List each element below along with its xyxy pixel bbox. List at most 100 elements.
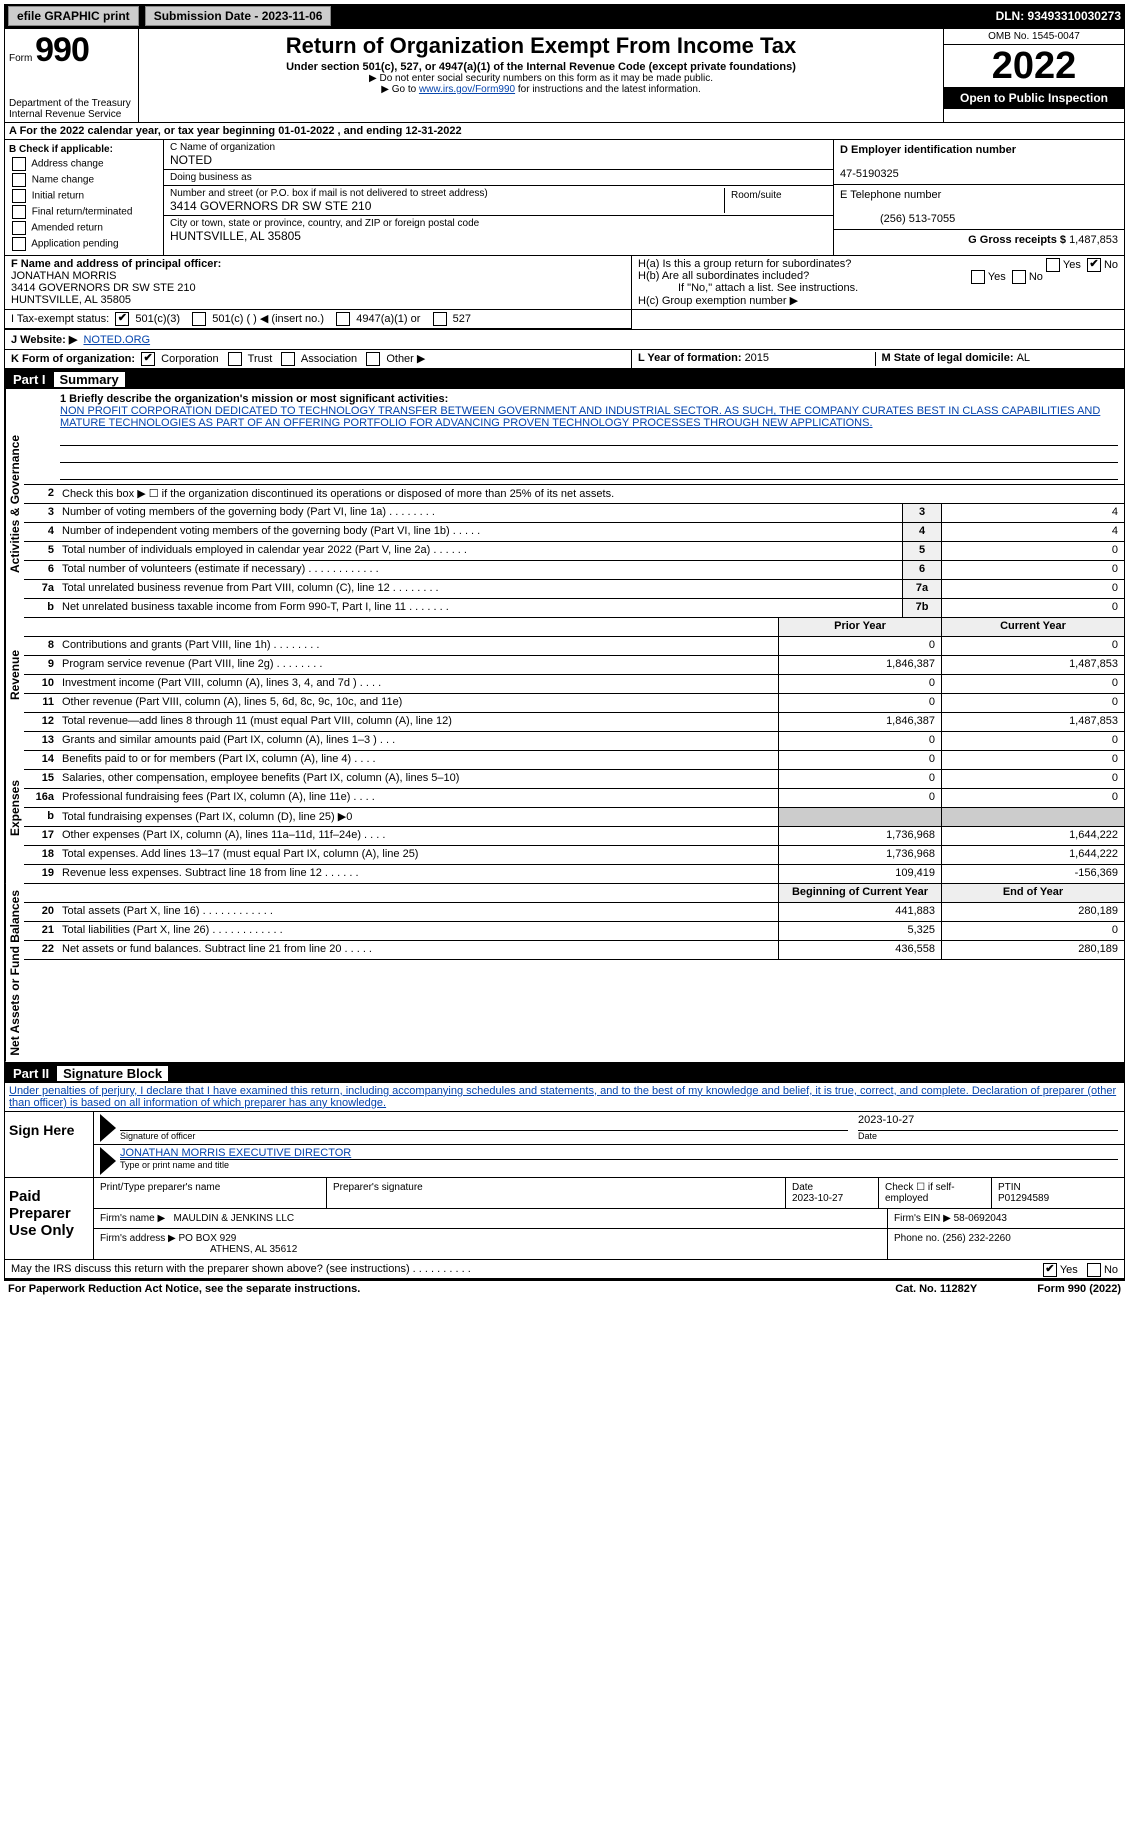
- net-year-header: Beginning of Current Year End of Year: [24, 884, 1124, 903]
- city: HUNTSVILLE, AL 35805: [170, 229, 827, 243]
- officer-name: JONATHAN MORRIS: [11, 270, 117, 282]
- cb-other[interactable]: [366, 352, 380, 366]
- city-label: City or town, state or province, country…: [170, 218, 827, 229]
- org-name: NOTED: [170, 153, 827, 167]
- col-c: C Name of organization NOTED Doing busin…: [164, 140, 833, 255]
- open-inspection: Open to Public Inspection: [944, 87, 1124, 109]
- firm-phone: (256) 232-2260: [942, 1233, 1010, 1244]
- summary-row: 21Total liabilities (Part X, line 26) . …: [24, 922, 1124, 941]
- block-bcd: B Check if applicable: Address change Na…: [5, 140, 1124, 256]
- summary-row: 19Revenue less expenses. Subtract line 1…: [24, 865, 1124, 884]
- vert-expenses: Expenses: [5, 732, 24, 884]
- preparer-row: Paid Preparer Use Only Print/Type prepar…: [5, 1178, 1124, 1260]
- room-label: Room/suite: [725, 188, 827, 213]
- hb-no[interactable]: [1012, 270, 1026, 284]
- form-number: 990: [35, 31, 89, 69]
- summary-row: 17Other expenses (Part IX, column (A), l…: [24, 827, 1124, 846]
- col-b: B Check if applicable: Address change Na…: [5, 140, 164, 255]
- firm-addr1: PO BOX 929: [179, 1233, 237, 1244]
- discuss-no[interactable]: [1087, 1263, 1101, 1277]
- revenue-section: Revenue Prior Year Current Year 8Contrib…: [5, 618, 1124, 732]
- mission-text[interactable]: NON PROFIT CORPORATION DEDICATED TO TECH…: [60, 405, 1100, 429]
- form-title: Return of Organization Exempt From Incom…: [145, 33, 937, 59]
- part1-header: Part ISummary: [5, 370, 1124, 389]
- website[interactable]: NOTED.ORG: [83, 334, 150, 346]
- cb-name-change[interactable]: Name change: [9, 173, 159, 187]
- ptin: P01294589: [998, 1193, 1118, 1204]
- vert-governance: Activities & Governance: [5, 389, 24, 618]
- dept-label: Department of the Treasury Internal Reve…: [9, 98, 134, 120]
- part2-header: Part IISignature Block: [5, 1064, 1124, 1083]
- cb-501c[interactable]: [192, 312, 206, 326]
- year-block: OMB No. 1545-0047 2022 Open to Public In…: [943, 29, 1124, 122]
- i-label: I Tax-exempt status:: [11, 313, 109, 325]
- cat-no: Cat. No. 11282Y: [895, 1283, 977, 1295]
- arrow-icon: [100, 1147, 116, 1175]
- penalty-text: Under penalties of perjury, I declare th…: [5, 1083, 1124, 1112]
- hb-label: H(b) Are all subordinates included?: [638, 270, 809, 282]
- may-discuss-row: May the IRS discuss this return with the…: [5, 1260, 1124, 1280]
- summary-row: 14Benefits paid to or for members (Part …: [24, 751, 1124, 770]
- f-label: F Name and address of principal officer:: [11, 258, 221, 270]
- phone: (256) 513-7055: [840, 213, 955, 225]
- ha-no[interactable]: ✔: [1087, 258, 1101, 272]
- cb-trust[interactable]: [228, 352, 242, 366]
- vert-netassets: Net Assets or Fund Balances: [5, 884, 24, 1062]
- ha-yes[interactable]: [1046, 258, 1060, 272]
- ha-label: H(a) Is this a group return for subordin…: [638, 258, 851, 270]
- note-ssn: ▶ Do not enter social security numbers o…: [145, 73, 937, 84]
- cb-527[interactable]: [433, 312, 447, 326]
- summary-row: 3Number of voting members of the governi…: [24, 504, 1124, 523]
- summary-row: 11Other revenue (Part VIII, column (A), …: [24, 694, 1124, 713]
- year-header: Prior Year Current Year: [24, 618, 1124, 637]
- sign-here-row: Sign Here Signature of officer 2023-10-2…: [5, 1112, 1124, 1178]
- summary-row: 12Total revenue—add lines 8 through 11 (…: [24, 713, 1124, 732]
- title-block: Return of Organization Exempt From Incom…: [139, 29, 943, 122]
- dba-label: Doing business as: [170, 172, 827, 183]
- cb-501c3[interactable]: ✔: [115, 312, 129, 326]
- efile-label[interactable]: efile GRAPHIC print: [8, 6, 139, 26]
- row-a: A For the 2022 calendar year, or tax yea…: [5, 123, 1124, 140]
- cb-app-pending[interactable]: Application pending: [9, 237, 159, 251]
- street-label: Number and street (or P.O. box if mail i…: [170, 188, 724, 199]
- governance-section: Activities & Governance 1 Briefly descri…: [5, 389, 1124, 618]
- summary-row: 18Total expenses. Add lines 13–17 (must …: [24, 846, 1124, 865]
- preparer-label: Paid Preparer Use Only: [5, 1178, 94, 1259]
- summary-row: 16aProfessional fundraising fees (Part I…: [24, 789, 1124, 808]
- self-employed-cb[interactable]: Check ☐ if self-employed: [879, 1178, 992, 1208]
- note-link: ▶ Go to www.irs.gov/Form990 for instruct…: [145, 84, 937, 95]
- summary-row: 22Net assets or fund balances. Subtract …: [24, 941, 1124, 960]
- cb-amended[interactable]: Amended return: [9, 221, 159, 235]
- expenses-section: Expenses 13Grants and similar amounts pa…: [5, 732, 1124, 884]
- row-klm: K Form of organization: ✔ Corporation Tr…: [5, 350, 1124, 370]
- ein-label: D Employer identification number: [840, 144, 1016, 156]
- sign-here-label: Sign Here: [5, 1112, 94, 1177]
- mission-block: 1 Briefly describe the organization's mi…: [24, 389, 1124, 485]
- summary-row: 4Number of independent voting members of…: [24, 523, 1124, 542]
- hb-yes[interactable]: [971, 270, 985, 284]
- row-j: J Website: ▶ NOTED.ORG: [5, 330, 1124, 350]
- dln: DLN: 93493310030273: [996, 9, 1121, 23]
- omb-number: OMB No. 1545-0047: [944, 29, 1124, 45]
- discuss-yes[interactable]: ✔: [1043, 1263, 1057, 1277]
- cb-final-return[interactable]: Final return/terminated: [9, 205, 159, 219]
- cb-initial-return[interactable]: Initial return: [9, 189, 159, 203]
- row-fh: F Name and address of principal officer:…: [5, 256, 1124, 310]
- row-ij: I Tax-exempt status: ✔ 501(c)(3) 501(c) …: [5, 310, 1124, 330]
- summary-row: 7aTotal unrelated business revenue from …: [24, 580, 1124, 599]
- state-domicile: AL: [1017, 352, 1030, 364]
- summary-row: 15Salaries, other compensation, employee…: [24, 770, 1124, 789]
- cb-address-change[interactable]: Address change: [9, 157, 159, 171]
- irs-link[interactable]: www.irs.gov/Form990: [419, 84, 515, 95]
- form-id-block: Form 990 Department of the Treasury Inte…: [5, 29, 139, 122]
- sig-date-label: Date: [858, 1131, 1118, 1141]
- cb-4947[interactable]: [336, 312, 350, 326]
- cb-corp[interactable]: ✔: [141, 352, 155, 366]
- col-d: D Employer identification number 47-5190…: [833, 140, 1124, 255]
- prep-date: 2023-10-27: [792, 1193, 872, 1204]
- officer-print-name[interactable]: JONATHAN MORRIS EXECUTIVE DIRECTOR: [120, 1147, 351, 1159]
- submission-date[interactable]: Submission Date - 2023-11-06: [145, 6, 332, 26]
- summary-row: 5Total number of individuals employed in…: [24, 542, 1124, 561]
- phone-label: E Telephone number: [840, 189, 941, 201]
- cb-assoc[interactable]: [281, 352, 295, 366]
